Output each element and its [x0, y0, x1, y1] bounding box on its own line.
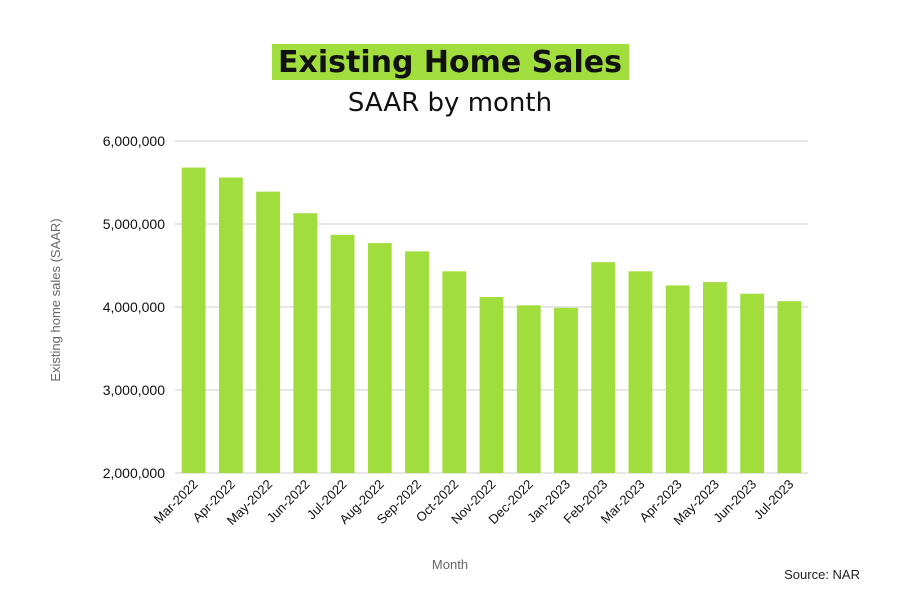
- chart-subtitle: SAAR by month: [348, 88, 552, 118]
- source-note: Source: NAR: [784, 567, 860, 582]
- bar: [516, 305, 541, 473]
- title-highlight: [272, 44, 629, 80]
- chart-title: Existing Home Sales: [278, 45, 622, 80]
- bar: [330, 234, 355, 473]
- bar: [665, 285, 690, 473]
- x-axis-ticks: Mar-2022Apr-2022May-2022Jun-2022Jul-2022…: [151, 477, 797, 528]
- bar: [740, 293, 765, 473]
- y-tick-label: 2,000,000: [103, 465, 165, 481]
- x-tick-label: Jul-2023: [751, 477, 797, 523]
- bar: [367, 243, 392, 473]
- bar: [554, 307, 578, 473]
- y-axis-ticks: 2,000,000 3,000,000 4,000,000 5,000,000 6,00…: [103, 133, 165, 481]
- bar: [256, 191, 281, 473]
- bar: [591, 262, 616, 473]
- bars: [181, 167, 802, 473]
- bar: [628, 271, 653, 473]
- y-axis-label: Existing home sales (SAAR): [48, 218, 63, 381]
- bar: [777, 301, 802, 473]
- x-axis-label: Month: [432, 557, 468, 572]
- bar: [293, 213, 318, 473]
- bar: [218, 177, 243, 473]
- y-tick-label: 5,000,000: [103, 216, 165, 232]
- y-tick-label: 4,000,000: [103, 299, 165, 315]
- bar: [479, 297, 504, 473]
- bar: [702, 282, 727, 473]
- bar: [442, 271, 467, 473]
- y-tick-label: 6,000,000: [103, 133, 165, 149]
- bar: [181, 167, 206, 473]
- y-tick-label: 3,000,000: [103, 382, 165, 398]
- bar: [405, 251, 429, 473]
